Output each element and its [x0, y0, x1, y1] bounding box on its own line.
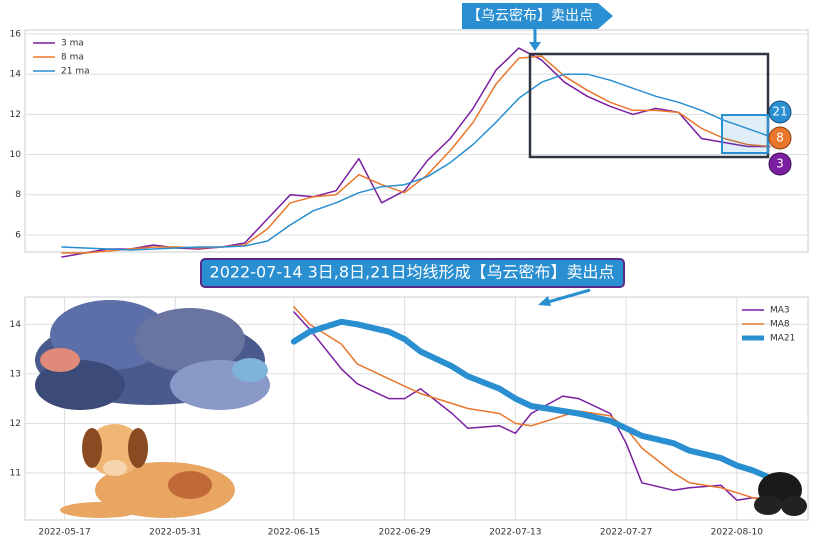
legend-label: 3 ma — [61, 39, 84, 49]
highlight-box — [528, 52, 770, 159]
top-plot-area — [24, 29, 809, 253]
y-tick-label: 6 — [15, 230, 21, 240]
dog-illustration — [60, 424, 235, 518]
y-tick-label: 16 — [10, 30, 22, 40]
y-tick-label: 12 — [10, 419, 21, 429]
x-tick-label: 2022-08-10 — [711, 528, 764, 538]
badge-text: 21 — [772, 105, 787, 119]
cloud-illustration — [35, 300, 270, 410]
y-tick-label: 12 — [10, 110, 21, 120]
highlight-box-small — [721, 114, 769, 154]
legend-label: MA21 — [770, 334, 795, 344]
x-tick-label: 2022-06-29 — [378, 528, 431, 538]
legend-label: MA8 — [770, 320, 790, 330]
badge — [768, 152, 792, 176]
x-tick-label: 2022-07-27 — [600, 528, 652, 538]
series-line — [61, 73, 771, 251]
legend-label: 8 ma — [61, 53, 84, 63]
x-tick-label: 2022-07-13 — [489, 528, 541, 538]
badge — [768, 100, 792, 124]
badge-text: 8 — [776, 131, 784, 145]
y-tick-label: 13 — [10, 369, 21, 379]
arrow — [547, 288, 591, 304]
legend-label: 21 ma — [61, 67, 90, 77]
x-tick-label: 2022-05-31 — [149, 528, 201, 538]
y-tick-label: 8 — [15, 190, 21, 200]
y-tick-label: 14 — [10, 320, 22, 330]
annotation-box — [200, 258, 625, 288]
data-layer — [61, 47, 780, 501]
arrow-head — [538, 296, 551, 306]
annotation-box — [462, 3, 613, 29]
annotation-text: 2022-07-14 3日,8日,21日均线形成【乌云密布】卖出点 — [210, 263, 615, 282]
legend-label: MA3 — [770, 306, 790, 316]
series-line — [293, 306, 778, 501]
badge — [768, 126, 792, 150]
y-tick-label: 10 — [10, 150, 22, 160]
arrow-head — [529, 42, 541, 51]
x-tick-label: 2022-06-15 — [268, 528, 320, 538]
series-line — [293, 311, 778, 501]
annotation-text: 【乌云密布】卖出点 — [467, 7, 593, 24]
series-line — [290, 318, 780, 484]
y-tick-label: 11 — [10, 468, 21, 478]
storm-cloud-illustration — [754, 472, 807, 516]
y-tick-label: 14 — [10, 70, 22, 80]
badge-text: 3 — [776, 157, 784, 171]
x-tick-label: 2022-05-17 — [38, 528, 90, 538]
